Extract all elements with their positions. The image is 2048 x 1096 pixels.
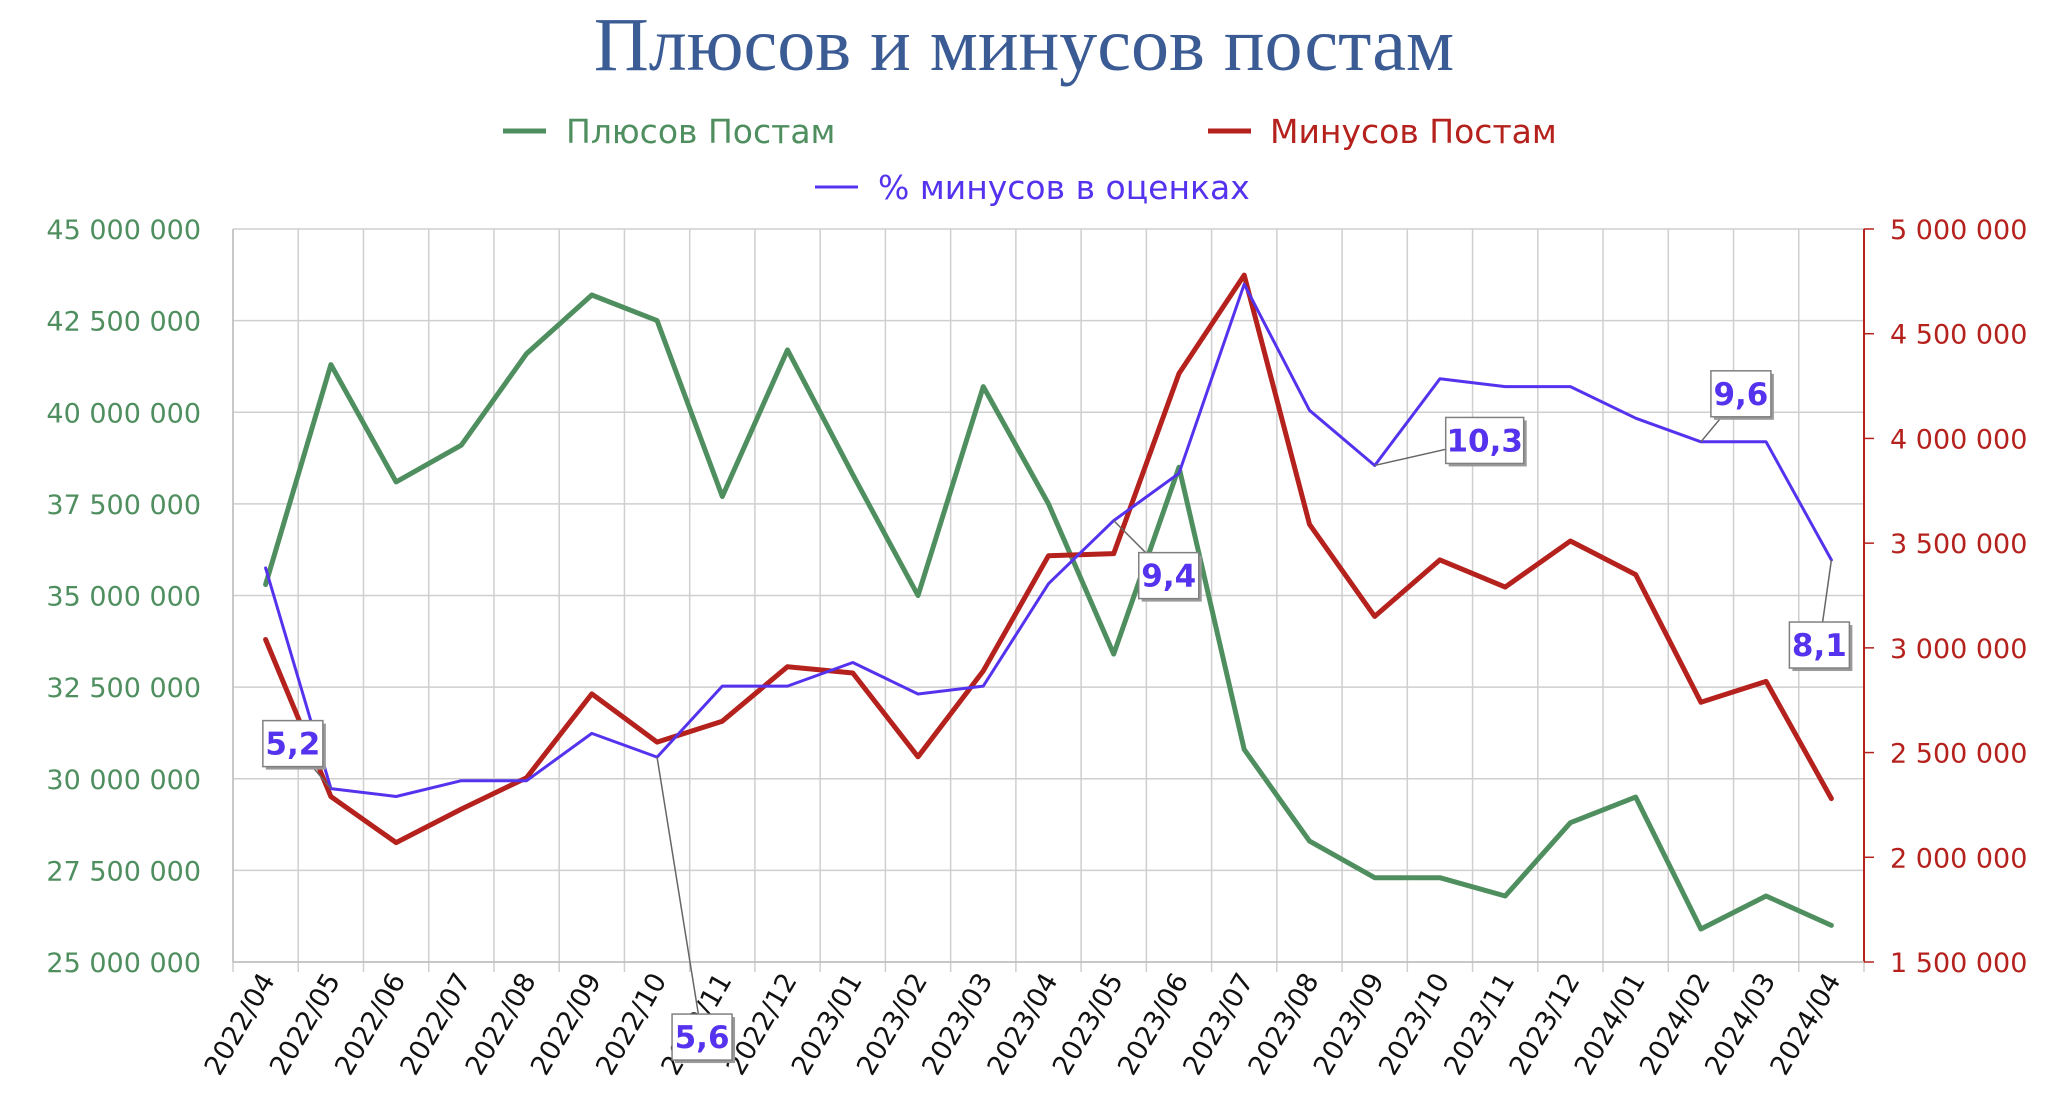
tick-label-right: 3 500 000 bbox=[1890, 529, 2027, 560]
callout-box bbox=[1710, 370, 1772, 418]
callout-box bbox=[1137, 551, 1200, 600]
tick-label-left: 45 000 000 bbox=[46, 215, 201, 246]
tick-label-left: 35 000 000 bbox=[46, 582, 201, 613]
tick-label-right: 4 500 000 bbox=[1890, 320, 2027, 351]
series-line-3 bbox=[264, 282, 1833, 798]
series-line-1 bbox=[263, 292, 1834, 932]
series-line-2 bbox=[263, 272, 1834, 846]
callout: 5,6 bbox=[656, 756, 736, 1064]
axes: 25 000 000 27 500 000 30 000 000 32 500 000… bbox=[46, 215, 2027, 1081]
callout-label: 5,2 bbox=[265, 727, 320, 763]
tick-label-left: 32 500 000 bbox=[46, 673, 201, 704]
callout: 5,2 bbox=[262, 719, 332, 790]
tick-label-right: 2 000 000 bbox=[1890, 843, 2027, 874]
callout-box bbox=[671, 1013, 733, 1061]
callout: 9,4 bbox=[1113, 520, 1202, 602]
gridlines bbox=[232, 228, 1865, 972]
legend-label-plus: Плюсов Постам bbox=[566, 112, 835, 151]
callout-label: 8,1 bbox=[1792, 628, 1847, 664]
callout-box bbox=[262, 719, 324, 768]
legend-label-minus: Минусов Постам bbox=[1270, 112, 1557, 151]
callout-box bbox=[1444, 416, 1525, 465]
chart-title: Плюсов и минусов постам bbox=[594, 3, 1454, 87]
tick-label-left: 37 500 000 bbox=[46, 490, 201, 521]
tick-label-right: 2 500 000 bbox=[1890, 739, 2027, 770]
tick-label-right: 4 000 000 bbox=[1890, 424, 2027, 455]
callout-box bbox=[1788, 621, 1851, 669]
callout: 8,1 bbox=[1788, 559, 1853, 672]
tick-label-right: 3 000 000 bbox=[1890, 634, 2027, 665]
callout-label: 9,6 bbox=[1713, 377, 1768, 413]
tick-label-left: 25 000 000 bbox=[46, 948, 201, 979]
callouts: 5,2 5,6 9,4 10,3 9,6 8,1 bbox=[262, 370, 1853, 1064]
tick-label-right: 5 000 000 bbox=[1890, 215, 2027, 246]
tick-label-left: 42 500 000 bbox=[46, 307, 201, 338]
callout-pointer bbox=[656, 756, 703, 1038]
callout-label: 9,4 bbox=[1141, 559, 1196, 595]
callout-label: 10,3 bbox=[1446, 423, 1523, 459]
callout-label: 5,6 bbox=[675, 1020, 730, 1056]
tick-label-left: 30 000 000 bbox=[46, 765, 201, 796]
tick-label-left: 27 500 000 bbox=[46, 856, 201, 887]
legend-label-pct: % минусов в оценках bbox=[878, 168, 1250, 207]
tick-label-left: 40 000 000 bbox=[46, 398, 201, 429]
legend: Плюсов Постам Минусов Постам % минусов в… bbox=[503, 112, 1557, 207]
tick-label-right: 1 500 000 bbox=[1890, 948, 2027, 979]
callout: 9,6 bbox=[1700, 370, 1774, 443]
callout: 10,3 bbox=[1374, 416, 1527, 467]
series-lines bbox=[263, 272, 1834, 932]
